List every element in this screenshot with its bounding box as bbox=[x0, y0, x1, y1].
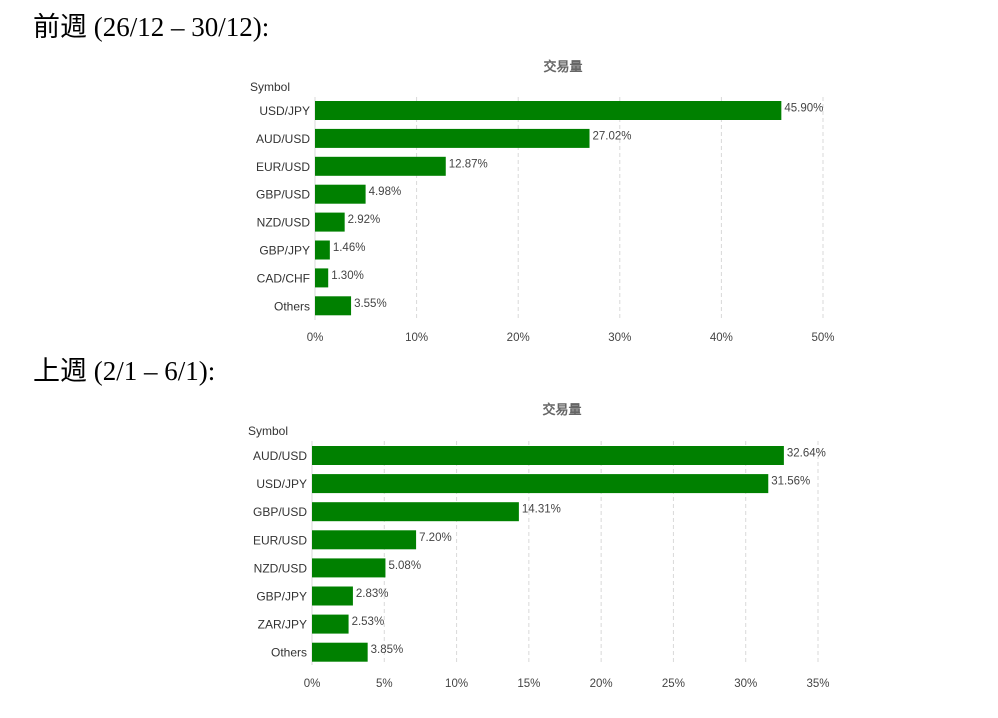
data-label: 2.83% bbox=[356, 588, 389, 600]
data-label: 3.85% bbox=[371, 644, 404, 656]
bar bbox=[312, 474, 769, 494]
category-label: Others bbox=[271, 646, 307, 660]
data-label: 1.46% bbox=[333, 242, 366, 254]
bar bbox=[315, 296, 352, 316]
x-tick-label: 5% bbox=[376, 678, 393, 690]
x-tick-label: 0% bbox=[304, 678, 321, 690]
data-label: 1.30% bbox=[331, 270, 364, 282]
bar bbox=[315, 128, 590, 148]
bar bbox=[315, 268, 329, 288]
category-label: USD/JPY bbox=[259, 104, 310, 118]
bar bbox=[312, 558, 386, 578]
x-tick-label: 20% bbox=[507, 332, 530, 344]
bar bbox=[312, 446, 784, 465]
category-label: AUD/USD bbox=[256, 132, 310, 146]
x-tick-label: 0% bbox=[307, 332, 324, 344]
x-tick-label: 10% bbox=[445, 678, 468, 690]
category-label: NZD/USD bbox=[254, 561, 308, 575]
x-tick-label: 35% bbox=[806, 678, 829, 690]
x-tick-label: 40% bbox=[710, 332, 733, 344]
data-label: 32.64% bbox=[787, 448, 826, 460]
chart-title: 交易量 bbox=[542, 402, 581, 417]
category-label: NZD/USD bbox=[257, 216, 311, 230]
category-label: EUR/USD bbox=[253, 533, 307, 547]
heading-prev-week: 前週 (26/12 – 30/12): bbox=[33, 12, 270, 42]
x-tick-label: 30% bbox=[608, 332, 631, 344]
data-label: 5.08% bbox=[388, 560, 421, 572]
category-label: GBP/USD bbox=[256, 188, 310, 202]
x-tick-label: 20% bbox=[590, 678, 613, 690]
data-label: 2.92% bbox=[348, 214, 381, 226]
bar bbox=[312, 530, 417, 550]
category-label: Others bbox=[274, 299, 310, 313]
data-label: 12.87% bbox=[449, 158, 488, 170]
x-tick-label: 25% bbox=[662, 678, 685, 690]
heading-last-week: 上週 (2/1 – 6/1): bbox=[33, 356, 216, 386]
bar bbox=[315, 184, 366, 204]
data-label: 31.56% bbox=[771, 476, 810, 488]
x-tick-label: 50% bbox=[811, 332, 834, 344]
category-label: USD/JPY bbox=[256, 477, 307, 491]
bar bbox=[312, 502, 519, 522]
y-axis-label: Symbol bbox=[248, 424, 288, 438]
bar bbox=[315, 212, 345, 232]
data-label: 27.02% bbox=[593, 130, 632, 142]
x-tick-label: 15% bbox=[517, 678, 540, 690]
data-label: 2.53% bbox=[352, 616, 385, 628]
data-label: 4.98% bbox=[369, 186, 402, 198]
x-tick-label: 30% bbox=[734, 678, 757, 690]
chart-title: 交易量 bbox=[543, 59, 582, 74]
x-tick-label: 10% bbox=[405, 332, 428, 344]
y-axis-label: Symbol bbox=[250, 80, 290, 94]
category-label: ZAR/JPY bbox=[258, 618, 307, 632]
category-label: GBP/JPY bbox=[259, 244, 310, 258]
data-label: 7.20% bbox=[419, 532, 452, 544]
category-label: CAD/CHF bbox=[257, 271, 310, 285]
data-label: 14.31% bbox=[522, 504, 561, 516]
category-label: GBP/USD bbox=[253, 505, 307, 519]
bar bbox=[315, 101, 782, 120]
data-label: 45.90% bbox=[784, 103, 823, 115]
bar bbox=[312, 614, 349, 634]
data-label: 3.55% bbox=[354, 298, 387, 310]
category-label: GBP/JPY bbox=[256, 590, 307, 604]
bar bbox=[312, 586, 353, 606]
bar bbox=[315, 240, 330, 260]
bar bbox=[315, 156, 446, 176]
category-label: AUD/USD bbox=[253, 449, 307, 463]
bar bbox=[312, 642, 368, 662]
category-label: EUR/USD bbox=[256, 160, 310, 174]
